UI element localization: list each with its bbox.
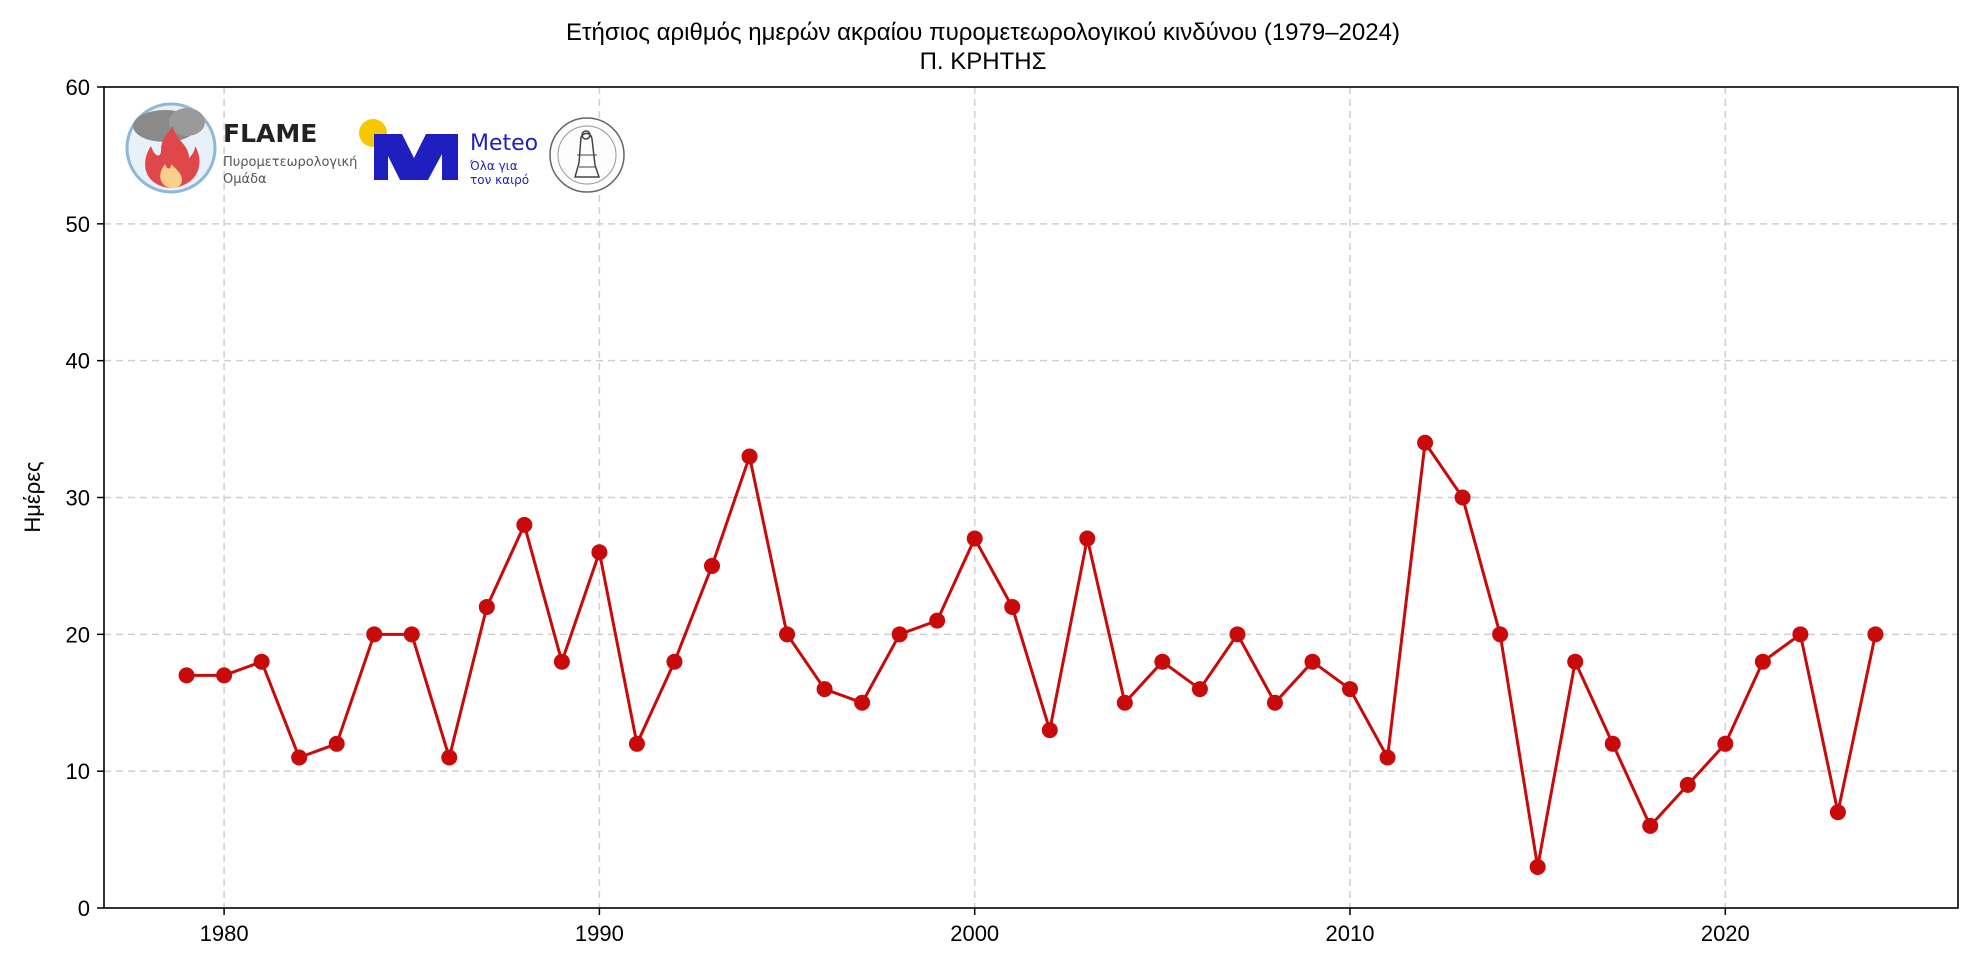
x-tick-label: 1990 — [575, 921, 624, 946]
chart-subtitle: Π. ΚΡΗΤΗΣ — [920, 48, 1047, 75]
data-point — [891, 626, 908, 643]
series-line — [186, 441, 1877, 869]
data-point — [1567, 653, 1584, 670]
data-point — [666, 653, 683, 670]
data-point — [1304, 653, 1321, 670]
data-point — [1379, 749, 1396, 766]
x-tick-label: 2010 — [1326, 921, 1375, 946]
data-point — [328, 735, 345, 752]
meteo-logo-line2: τον καιρό — [470, 173, 529, 187]
flame-logo-cloud-icon — [169, 108, 205, 136]
meteo-logo-name: Meteo — [470, 131, 538, 156]
y-tick-label: 60 — [66, 75, 90, 100]
x-tick-label: 2000 — [950, 921, 999, 946]
meteo-m-icon — [374, 134, 458, 180]
y-tick-label: 20 — [66, 622, 90, 647]
grid-lines — [104, 87, 1958, 908]
data-point — [1454, 489, 1471, 506]
axes: 1980 1990 2000 2010 2020 0 10 20 30 40 50 60 — [66, 75, 1959, 946]
data-point — [441, 749, 458, 766]
data-point — [779, 626, 796, 643]
data-point — [1604, 735, 1621, 752]
x-tick-label: 2020 — [1701, 921, 1750, 946]
data-point — [178, 667, 195, 684]
data-point — [1116, 694, 1133, 711]
data-point — [1829, 804, 1846, 821]
y-tick-label: 40 — [66, 349, 90, 374]
x-tick-label: 1980 — [200, 921, 249, 946]
data-point — [966, 530, 983, 547]
data-point — [929, 612, 946, 629]
data-point — [854, 694, 871, 711]
data-point — [253, 653, 270, 670]
data-point — [1229, 626, 1246, 643]
data-point — [478, 598, 495, 615]
y-tick-label: 0 — [78, 896, 90, 921]
data-point — [216, 667, 233, 684]
flame-logo-line2: Ομάδα — [223, 172, 267, 187]
chart-title: Ετήσιος αριθμός ημερών ακραίου πυρομετεω… — [566, 19, 1400, 46]
flame-logo-name: FLAME — [223, 119, 317, 148]
y-tick-label: 30 — [66, 486, 90, 511]
data-point — [1492, 626, 1509, 643]
data-point — [1154, 653, 1171, 670]
data-point — [291, 749, 308, 766]
data-point — [1679, 776, 1696, 793]
y-tick-label: 50 — [66, 212, 90, 237]
data-point — [1754, 653, 1771, 670]
data-point — [1266, 694, 1283, 711]
data-point — [1642, 817, 1659, 834]
data-point — [1041, 722, 1058, 739]
y-tick-label: 10 — [66, 759, 90, 784]
data-point — [741, 448, 758, 465]
data-point — [816, 681, 833, 698]
meteo-logo-line1: Όλα για — [469, 159, 518, 173]
data-point — [703, 557, 720, 574]
data-point — [516, 516, 533, 533]
data-point — [366, 626, 383, 643]
data-point — [1792, 626, 1809, 643]
data-point — [1867, 626, 1884, 643]
data-point — [591, 544, 608, 561]
flame-inner-icon — [160, 164, 183, 188]
data-point — [628, 735, 645, 752]
flame-logo-line1: Πυρομετεωρολογική — [223, 155, 357, 170]
series-layer — [178, 434, 1884, 875]
data-point — [1191, 681, 1208, 698]
y-axis-label: Ημέρες — [20, 461, 45, 532]
meteo-logo: Meteo Όλα για τον καιρό — [359, 119, 538, 187]
observatory-seal-icon — [549, 117, 625, 193]
data-point — [1417, 434, 1434, 451]
data-point — [553, 653, 570, 670]
data-point — [1004, 598, 1021, 615]
data-point — [1717, 735, 1734, 752]
data-point — [403, 626, 420, 643]
flame-logo: FLAME Πυρομετεωρολογική Ομάδα — [125, 102, 357, 194]
data-point — [1079, 530, 1096, 547]
logo-group: FLAME Πυρομετεωρολογική Ομάδα Meteo Όλα … — [125, 102, 625, 194]
data-point — [1529, 858, 1546, 875]
flame-icon — [145, 126, 200, 188]
data-point — [1342, 681, 1359, 698]
